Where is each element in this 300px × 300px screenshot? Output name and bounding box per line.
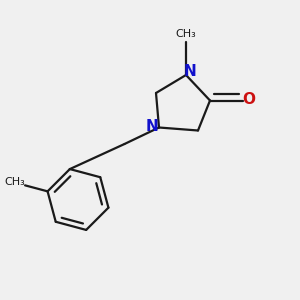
Text: CH₃: CH₃ (176, 28, 197, 39)
Text: O: O (242, 92, 256, 107)
Text: N: N (146, 119, 159, 134)
Text: CH₃: CH₃ (4, 177, 25, 187)
Text: N: N (183, 64, 196, 80)
